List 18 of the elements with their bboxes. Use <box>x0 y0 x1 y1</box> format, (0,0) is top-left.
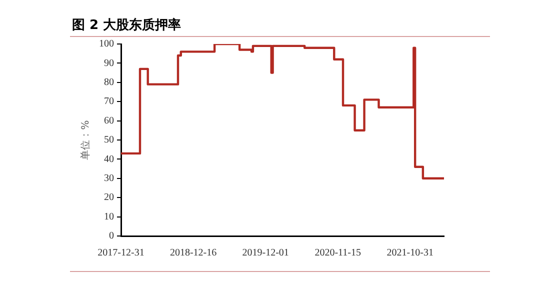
x-tick-label: 2018-12-16 <box>170 248 217 259</box>
y-tick-label: 100 <box>99 38 114 50</box>
y-tick-label: 40 <box>104 154 114 165</box>
x-tick-label: 2019-12-01 <box>242 248 289 259</box>
x-tick-label: 2020-11-15 <box>314 248 361 259</box>
y-tick-label: 70 <box>104 96 114 108</box>
y-tick-label: 80 <box>104 77 114 88</box>
x-tick-label: 2017-12-31 <box>98 248 144 259</box>
y-tick-label: 50 <box>104 134 114 146</box>
y-tick-label: 30 <box>104 173 114 184</box>
y-tick-label: 20 <box>104 192 114 204</box>
y-tick-label: 10 <box>104 211 114 222</box>
y-tick-label: 0 <box>109 230 114 242</box>
x-tick-label: 2021-10-31 <box>386 248 434 259</box>
y-axis-title: 单位：% <box>80 120 92 160</box>
y-tick-label: 60 <box>104 115 114 126</box>
y-tick-label: 90 <box>104 58 114 69</box>
chart-title: 图 2 大股东质押率 <box>72 16 182 34</box>
